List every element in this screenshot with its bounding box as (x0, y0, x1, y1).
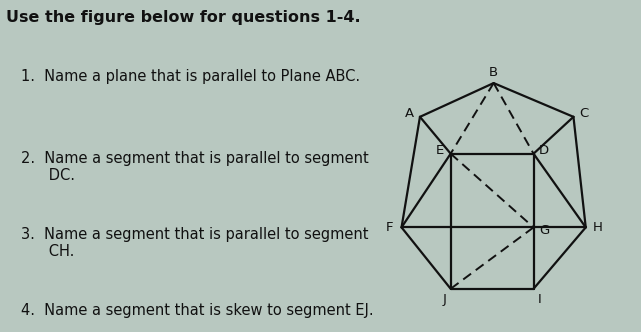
Text: I: I (538, 293, 542, 306)
Text: Use the figure below for questions 1-4.: Use the figure below for questions 1-4. (6, 10, 361, 26)
Text: C: C (579, 107, 589, 120)
Text: F: F (385, 221, 393, 234)
Text: G: G (539, 224, 549, 237)
Text: E: E (436, 144, 444, 157)
Text: B: B (489, 66, 498, 79)
Text: 2.  Name a segment that is parallel to segment
      DC.: 2. Name a segment that is parallel to se… (21, 151, 369, 183)
Text: 3.  Name a segment that is parallel to segment
      CH.: 3. Name a segment that is parallel to se… (21, 227, 369, 259)
Text: D: D (539, 144, 549, 157)
Text: H: H (593, 221, 603, 234)
Text: 1.  Name a plane that is parallel to Plane ABC.: 1. Name a plane that is parallel to Plan… (21, 69, 360, 84)
Text: 4.  Name a segment that is skew to segment EJ.: 4. Name a segment that is skew to segmen… (21, 303, 374, 318)
Text: A: A (404, 107, 414, 120)
Text: J: J (442, 293, 446, 306)
